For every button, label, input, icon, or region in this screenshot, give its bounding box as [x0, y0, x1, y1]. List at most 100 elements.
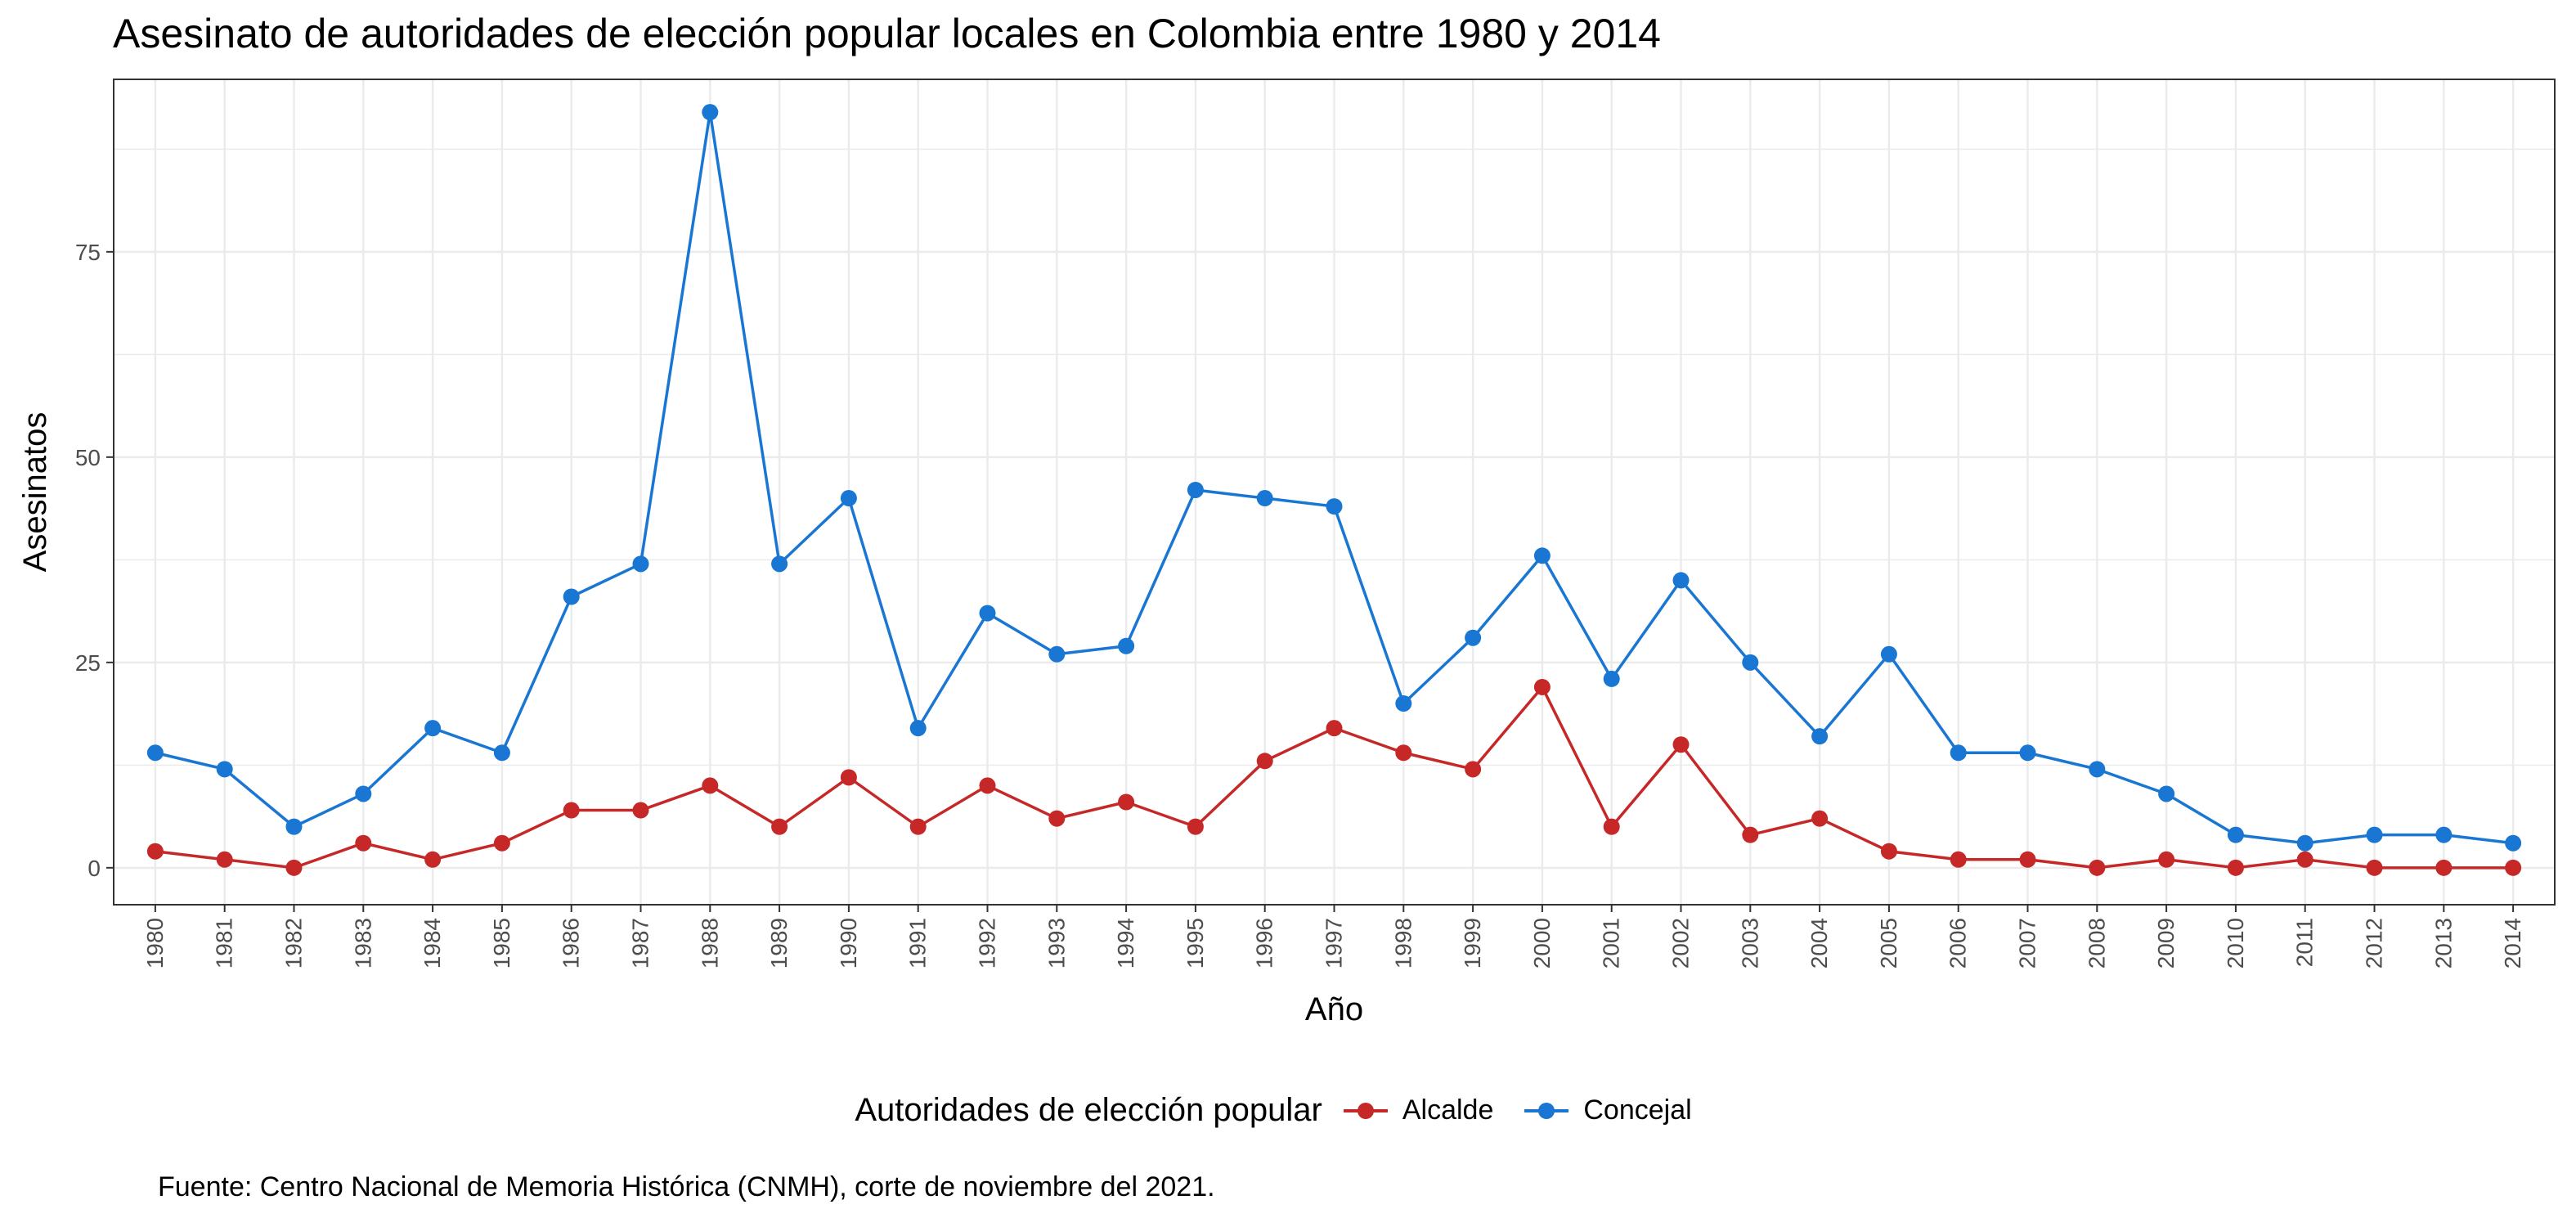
x-tick-label: 1989: [766, 918, 792, 969]
data-point-concejal: [1187, 481, 1204, 498]
legend-title: Autoridades de elección popular: [855, 1092, 1322, 1128]
x-tick-label: 2010: [2223, 918, 2248, 969]
data-point-concejal: [2366, 826, 2383, 843]
data-point-concejal: [1880, 645, 1897, 663]
data-point-alcalde: [702, 777, 719, 794]
x-tick-label: 1988: [697, 918, 722, 969]
x-tick-label: 2007: [2015, 918, 2040, 969]
x-tick-label: 2000: [1529, 918, 1555, 969]
x-tick-label: 2012: [2362, 918, 2387, 969]
data-point-alcalde: [840, 769, 857, 786]
data-point-alcalde: [493, 834, 510, 852]
legend-key-alcalde: [1343, 1102, 1388, 1119]
data-point-concejal: [840, 490, 857, 507]
y-tick-label: 50: [75, 445, 101, 470]
data-point-concejal: [1118, 637, 1135, 654]
data-point-concejal: [1533, 547, 1551, 564]
x-tick-label: 2013: [2430, 918, 2456, 969]
data-point-concejal: [216, 761, 233, 778]
x-tick-label: 1997: [1322, 918, 1347, 969]
data-point-concejal: [2089, 761, 2106, 778]
data-point-concejal: [146, 744, 164, 762]
x-tick-label: 2002: [1668, 918, 1694, 969]
x-tick-label: 1999: [1460, 918, 1485, 969]
x-tick-label: 1981: [212, 918, 237, 969]
x-tick-label: 1984: [420, 918, 445, 969]
data-point-concejal: [285, 818, 303, 835]
data-point-alcalde: [1048, 810, 1066, 827]
data-point-concejal: [2435, 826, 2453, 843]
x-axis-title: Año: [1305, 991, 1363, 1027]
caption: Fuente: Centro Nacional de Memoria Histó…: [158, 1171, 1215, 1202]
x-tick-label: 2009: [2153, 918, 2179, 969]
data-point-concejal: [632, 555, 649, 573]
data-point-concejal: [1326, 498, 1343, 515]
data-point-alcalde: [146, 843, 164, 860]
data-point-alcalde: [2019, 851, 2036, 868]
x-tick-label: 2008: [2084, 918, 2109, 969]
data-point-alcalde: [1950, 851, 1967, 868]
data-point-concejal: [702, 104, 719, 121]
data-point-alcalde: [1465, 761, 1482, 778]
series-points: [146, 104, 2522, 876]
legend-item-alcalde: Alcalde: [1342, 1094, 1494, 1126]
x-tick-label: 2003: [1737, 918, 1762, 969]
x-axis: 1980 1981 1982 1983 1984 1985 1986 1987 1988 1989…: [142, 905, 2525, 969]
data-point-concejal: [1672, 572, 1690, 589]
x-tick-label: 1991: [905, 918, 931, 969]
data-point-alcalde: [632, 802, 649, 819]
data-point-concejal: [1811, 728, 1829, 745]
data-point-alcalde: [424, 851, 442, 868]
data-point-concejal: [1256, 490, 1273, 507]
x-tick-label: 2006: [1945, 918, 1971, 969]
x-tick-label: 1995: [1183, 918, 1208, 969]
data-point-concejal: [563, 588, 580, 605]
chart-title: Asesinato de autoridades de elección pop…: [113, 11, 1661, 56]
data-point-concejal: [2296, 834, 2313, 852]
data-point-alcalde: [909, 818, 927, 835]
y-tick-label: 25: [75, 650, 101, 676]
data-point-concejal: [424, 720, 442, 737]
data-point-concejal: [1395, 695, 1412, 712]
data-point-alcalde: [2227, 859, 2244, 876]
x-tick-label: 1983: [350, 918, 375, 969]
data-point-concejal: [1048, 645, 1066, 663]
legend-label-alcalde: Alcalde: [1402, 1094, 1494, 1126]
data-point-alcalde: [1187, 818, 1204, 835]
y-tick-label: 0: [88, 856, 101, 881]
data-point-concejal: [771, 555, 788, 573]
data-point-alcalde: [285, 859, 303, 876]
data-point-alcalde: [2505, 859, 2522, 876]
data-point-alcalde: [1326, 720, 1343, 737]
x-tick-label: 1985: [489, 918, 514, 969]
data-point-concejal: [2505, 834, 2522, 852]
data-point-concejal: [909, 720, 927, 737]
data-point-alcalde: [216, 851, 233, 868]
data-point-alcalde: [1880, 843, 1897, 860]
data-point-alcalde: [2296, 851, 2313, 868]
data-point-concejal: [2227, 826, 2244, 843]
x-tick-label: 1986: [559, 918, 584, 969]
x-tick-label: 1982: [280, 918, 306, 969]
x-tick-label: 1990: [836, 918, 861, 969]
x-tick-label: 2005: [1876, 918, 1901, 969]
data-point-concejal: [1742, 654, 1759, 671]
data-point-concejal: [1603, 670, 1620, 687]
x-tick-label: 1998: [1390, 918, 1416, 969]
x-tick-label: 2014: [2500, 918, 2525, 969]
data-point-alcalde: [1256, 753, 1273, 770]
x-tick-label: 1996: [1252, 918, 1277, 969]
data-point-alcalde: [1672, 736, 1690, 753]
x-tick-label: 2011: [2292, 918, 2318, 967]
legend-item-concejal: Concejal: [1523, 1094, 1692, 1126]
x-tick-label: 2001: [1599, 918, 1624, 969]
data-point-alcalde: [979, 777, 996, 794]
data-point-alcalde: [1395, 744, 1412, 762]
data-point-alcalde: [1533, 678, 1551, 695]
data-point-alcalde: [1811, 810, 1829, 827]
data-point-alcalde: [2158, 851, 2175, 868]
data-point-alcalde: [1742, 826, 1759, 843]
data-point-concejal: [979, 605, 996, 622]
data-point-alcalde: [1603, 818, 1620, 835]
